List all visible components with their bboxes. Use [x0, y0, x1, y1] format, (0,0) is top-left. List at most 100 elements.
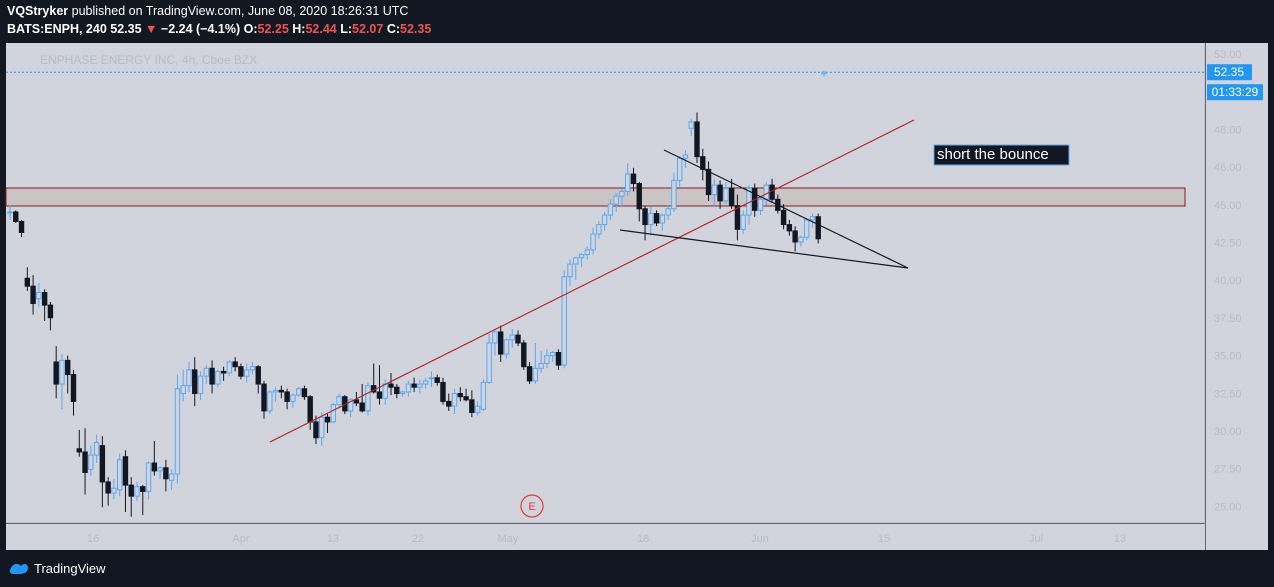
symbol[interactable]: BATS:ENPH, 240 [7, 22, 107, 36]
candle-up [625, 173, 631, 192]
tradingview-logo-icon[interactable] [8, 560, 30, 576]
candle-up [688, 121, 694, 129]
annotation-box[interactable] [933, 144, 1070, 166]
plot-area[interactable] [6, 43, 1205, 523]
candle-up [503, 339, 510, 355]
candle-up [665, 208, 671, 216]
close-label: C: [386, 22, 401, 36]
candle-down [694, 121, 700, 158]
candle-up [59, 359, 65, 385]
candle-up [590, 233, 596, 251]
x-axis-labels: 16 Apr 13 22 May 18 Jun 15 Jul 13 [87, 533, 1126, 545]
last-price-tag-text: 52.35 [1214, 65, 1244, 79]
candle-down [30, 285, 36, 305]
candle-down [163, 467, 169, 480]
candle-down [128, 484, 134, 497]
candle-down [232, 361, 238, 368]
resistance-zone[interactable] [5, 187, 1186, 207]
candle-up [740, 214, 746, 230]
last-price: 52.35 [110, 22, 142, 36]
candle-down [359, 402, 365, 412]
time-axis[interactable] [6, 524, 1205, 550]
candle-up [549, 351, 556, 357]
candle-up [803, 219, 810, 238]
candle-up [215, 370, 221, 385]
candle-down [99, 445, 106, 483]
candle-down [636, 183, 642, 210]
candle-up [648, 213, 654, 226]
candle-down [122, 456, 129, 486]
candle-up [763, 184, 769, 200]
candle-up [757, 198, 764, 211]
candle-up [567, 263, 573, 278]
x-tick-label: 15 [878, 533, 890, 545]
candle-up [405, 383, 412, 393]
candle-down [786, 224, 793, 232]
candle-down [353, 399, 360, 404]
y-tick-label: 46.00 [1214, 162, 1242, 174]
candle-up [451, 393, 458, 407]
candle-up [365, 385, 371, 412]
y-tick-label: 37.50 [1214, 313, 1242, 325]
x-tick-label: 22 [412, 533, 424, 545]
candle-up [538, 363, 544, 369]
candle-down [728, 187, 735, 207]
low-value: 52.07 [352, 22, 384, 36]
footer-bar: TradingView [0, 550, 1274, 587]
candle-up [7, 211, 13, 214]
candle-down [24, 277, 31, 287]
candle-down [630, 173, 637, 185]
candle-up [601, 214, 608, 226]
candle-down [394, 386, 400, 395]
x-tick-label: 13 [1114, 533, 1126, 545]
y-tick-label: 45.00 [1214, 200, 1242, 212]
candle-down [324, 416, 331, 423]
candle-down [209, 367, 215, 385]
price-chart[interactable]: ENPHASE ENERGY INC, 4h, Cboe BZX 53.0050… [0, 40, 1274, 550]
tradingview-brand[interactable]: TradingView [34, 561, 106, 576]
watermark: ENPHASE ENERGY INC, 4h, Cboe BZX [40, 53, 257, 67]
high-value: 52.44 [305, 22, 337, 36]
y-tick-label: 27.50 [1214, 464, 1242, 476]
candle-down [388, 383, 394, 388]
candle-up [157, 467, 163, 472]
candle-up [174, 388, 181, 475]
candle-up [659, 214, 666, 224]
rising-trendline[interactable] [269, 119, 915, 443]
wedge-upper-line[interactable] [663, 149, 909, 269]
candle-up [168, 473, 175, 481]
candle-up [798, 236, 804, 243]
candle-down [301, 388, 308, 398]
candle-up [492, 331, 498, 344]
x-tick-label: May [498, 533, 519, 545]
y-tick-label: 40.00 [1214, 275, 1242, 287]
candle-down [151, 462, 158, 472]
candle-up [578, 254, 585, 259]
candle-down [653, 213, 660, 224]
candle-up [186, 369, 192, 387]
candle-down [140, 486, 146, 492]
symbol-line: BATS:ENPH, 240 52.35 ▼ −2.24 (−4.1%) O:5… [7, 22, 431, 36]
publisher-name[interactable]: VQStryker [7, 4, 69, 18]
candle-up [532, 367, 539, 382]
x-tick-label: Jun [751, 533, 769, 545]
candle-up [249, 366, 256, 371]
wedge-lower-line[interactable] [619, 229, 909, 269]
candle-down [376, 391, 383, 399]
last-price-tag[interactable] [1207, 64, 1252, 81]
candle-down [469, 399, 475, 413]
candle-down [815, 216, 821, 240]
y-tick-label: 35.00 [1214, 351, 1242, 363]
close-value: 52.35 [400, 22, 432, 36]
price-axis[interactable] [1206, 43, 1268, 550]
candle-up [347, 399, 354, 412]
earnings-marker[interactable] [520, 494, 544, 518]
candle-up [382, 383, 388, 399]
candle-up [676, 157, 683, 181]
candle-up [711, 184, 718, 196]
price-change: −2.24 (−4.1%) [160, 22, 241, 36]
candle-up [613, 195, 619, 205]
candle-up [36, 291, 42, 300]
candle-up [272, 389, 279, 393]
candle-down [82, 451, 88, 473]
